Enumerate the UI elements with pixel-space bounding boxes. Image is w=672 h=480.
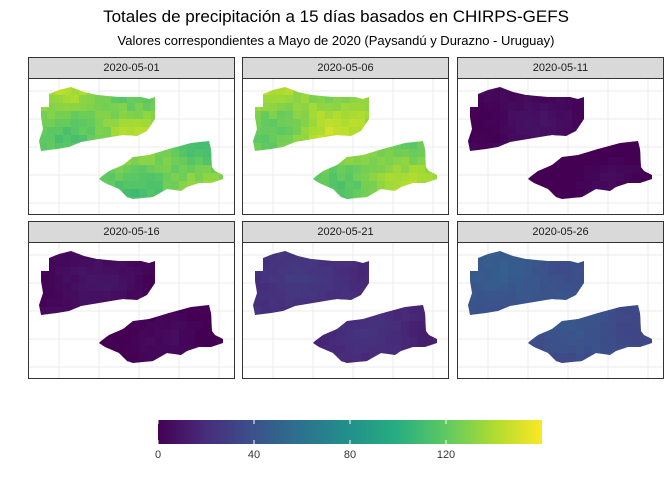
facet-strip-label: 2020-05-01 [28, 57, 235, 79]
facet-panel: 2020-05-01 [28, 57, 235, 215]
facet-panel: 2020-05-26 [457, 221, 664, 379]
region-durazno [528, 141, 652, 199]
map-subtitle: Valores correspondientes a Mayo de 2020 … [117, 33, 555, 48]
precipitation-map [243, 243, 448, 378]
precipitation-map [29, 79, 234, 214]
facet-map-area [457, 78, 664, 215]
region-durazno [313, 141, 437, 199]
region-durazno [99, 305, 223, 363]
facet-map-area [242, 242, 449, 379]
precipitation-map [29, 243, 234, 378]
facet-map-area [457, 242, 664, 379]
precipitation-map [458, 243, 663, 378]
facet-panel: 2020-05-06 [242, 57, 449, 215]
facet-panel: 2020-05-16 [28, 221, 235, 379]
colorbar-tick-label: 80 [343, 449, 357, 461]
color-legend: 0 40 80 120 [154, 420, 542, 465]
colorbar-tick-label: 40 [247, 449, 261, 461]
facet-map-area [28, 78, 235, 215]
colorbar-tick-label: 0 [154, 449, 162, 461]
colorbar [158, 420, 542, 444]
facet-map-area [28, 242, 235, 379]
facet-strip-label: 2020-05-26 [457, 221, 664, 243]
facet-panel: 2020-05-21 [242, 221, 449, 379]
facet-strip-label: 2020-05-21 [242, 221, 449, 243]
colorbar-tick-label: 120 [436, 449, 456, 461]
region-paysandu [39, 251, 155, 315]
facet-map-area [242, 78, 449, 215]
region-durazno [313, 305, 437, 363]
region-durazno [528, 305, 652, 363]
facet-strip-label: 2020-05-16 [28, 221, 235, 243]
facet-strip-label: 2020-05-11 [457, 57, 664, 79]
map-title: Totales de precipitación a 15 días basad… [103, 7, 569, 26]
precipitation-map [458, 79, 663, 214]
precipitation-map [243, 79, 448, 214]
facet-strip-label: 2020-05-06 [242, 57, 449, 79]
region-durazno [99, 141, 223, 199]
facet-panel: 2020-05-11 [457, 57, 664, 215]
